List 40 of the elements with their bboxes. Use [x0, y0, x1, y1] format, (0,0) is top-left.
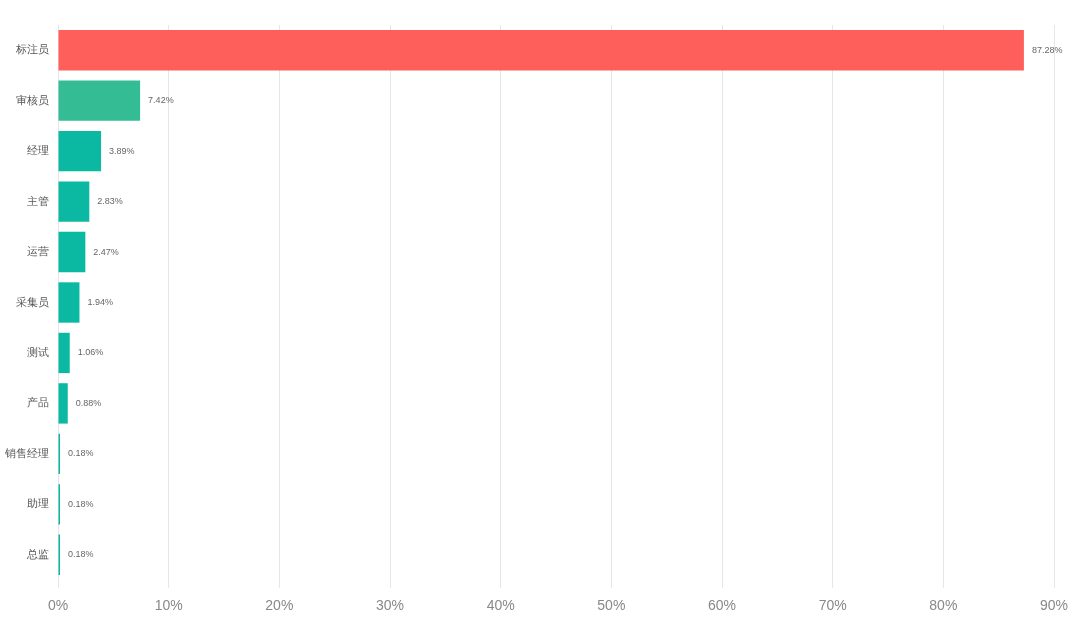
- data-label: 3.89%: [109, 145, 135, 156]
- x-tick-label: 0%: [47, 597, 69, 614]
- bar: [58, 383, 68, 424]
- bar: [58, 332, 70, 374]
- data-label: 0.18%: [67, 549, 94, 560]
- y-tick-label: 销售经理: [4, 446, 49, 459]
- bar: [58, 181, 90, 222]
- bar: [58, 130, 102, 172]
- y-tick-label: 标注员: [15, 43, 49, 56]
- bar: [58, 80, 141, 121]
- y-tick-label: 运营: [27, 245, 49, 258]
- x-tick-label: 80%: [929, 597, 958, 614]
- x-tick-label: 60%: [707, 597, 737, 614]
- data-label: 2.83%: [97, 196, 123, 207]
- x-tick-label: 70%: [818, 597, 847, 614]
- data-label: 0.88%: [75, 397, 102, 408]
- data-label: 87.28%: [1031, 44, 1063, 55]
- data-label: 1.06%: [77, 347, 104, 358]
- data-label: 2.47%: [93, 246, 119, 257]
- y-tick-label: 助理: [27, 497, 49, 510]
- x-tick-label: 40%: [486, 597, 515, 614]
- y-tick-label: 产品: [27, 396, 49, 409]
- data-label: 0.18%: [67, 448, 94, 459]
- y-tick-label: 经理: [27, 144, 49, 157]
- bar: [58, 30, 1024, 71]
- y-tick-label: 总监: [26, 547, 49, 560]
- y-tick-label: 审核员: [16, 93, 49, 106]
- y-tick-label: 主管: [27, 194, 49, 207]
- bar: [58, 282, 80, 323]
- x-tick-label: 10%: [154, 597, 183, 614]
- data-label: 0.18%: [67, 498, 94, 509]
- x-tick-label: 30%: [375, 597, 405, 614]
- y-tick-label: 测试: [27, 345, 49, 358]
- y-tick-label: 采集员: [16, 295, 49, 308]
- bar: [58, 231, 86, 273]
- x-tick-label: 50%: [597, 597, 626, 614]
- data-label: 7.42%: [148, 95, 174, 106]
- data-label: 1.94%: [87, 296, 113, 307]
- x-tick-label: 20%: [265, 597, 294, 614]
- x-tick-label: 90%: [1039, 597, 1069, 614]
